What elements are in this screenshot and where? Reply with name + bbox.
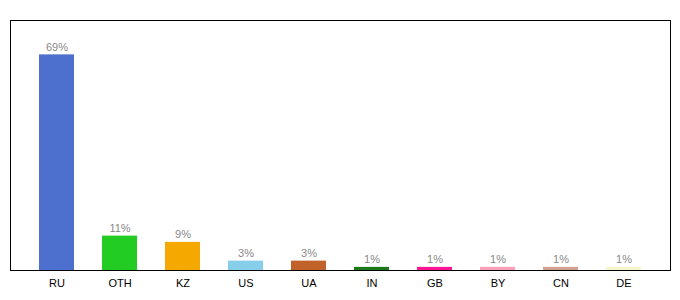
svg-text:OTH: OTH: [108, 277, 131, 289]
svg-text:DE: DE: [616, 277, 631, 289]
svg-text:11%: 11%: [109, 222, 130, 234]
svg-text:9%: 9%: [175, 228, 191, 240]
svg-text:RU: RU: [49, 277, 65, 289]
svg-text:UA: UA: [301, 277, 317, 289]
svg-text:1%: 1%: [616, 253, 632, 265]
svg-text:BY: BY: [491, 277, 506, 289]
svg-text:1%: 1%: [490, 253, 506, 265]
svg-text:1%: 1%: [553, 253, 569, 265]
svg-text:CN: CN: [553, 277, 569, 289]
svg-text:3%: 3%: [238, 247, 254, 259]
svg-text:1%: 1%: [427, 253, 443, 265]
svg-text:69%: 69%: [46, 41, 68, 53]
svg-text:GB: GB: [427, 277, 443, 289]
svg-text:1%: 1%: [364, 253, 380, 265]
svg-text:KZ: KZ: [176, 277, 190, 289]
svg-text:US: US: [238, 277, 253, 289]
svg-text:IN: IN: [367, 277, 378, 289]
svg-text:3%: 3%: [301, 247, 317, 259]
